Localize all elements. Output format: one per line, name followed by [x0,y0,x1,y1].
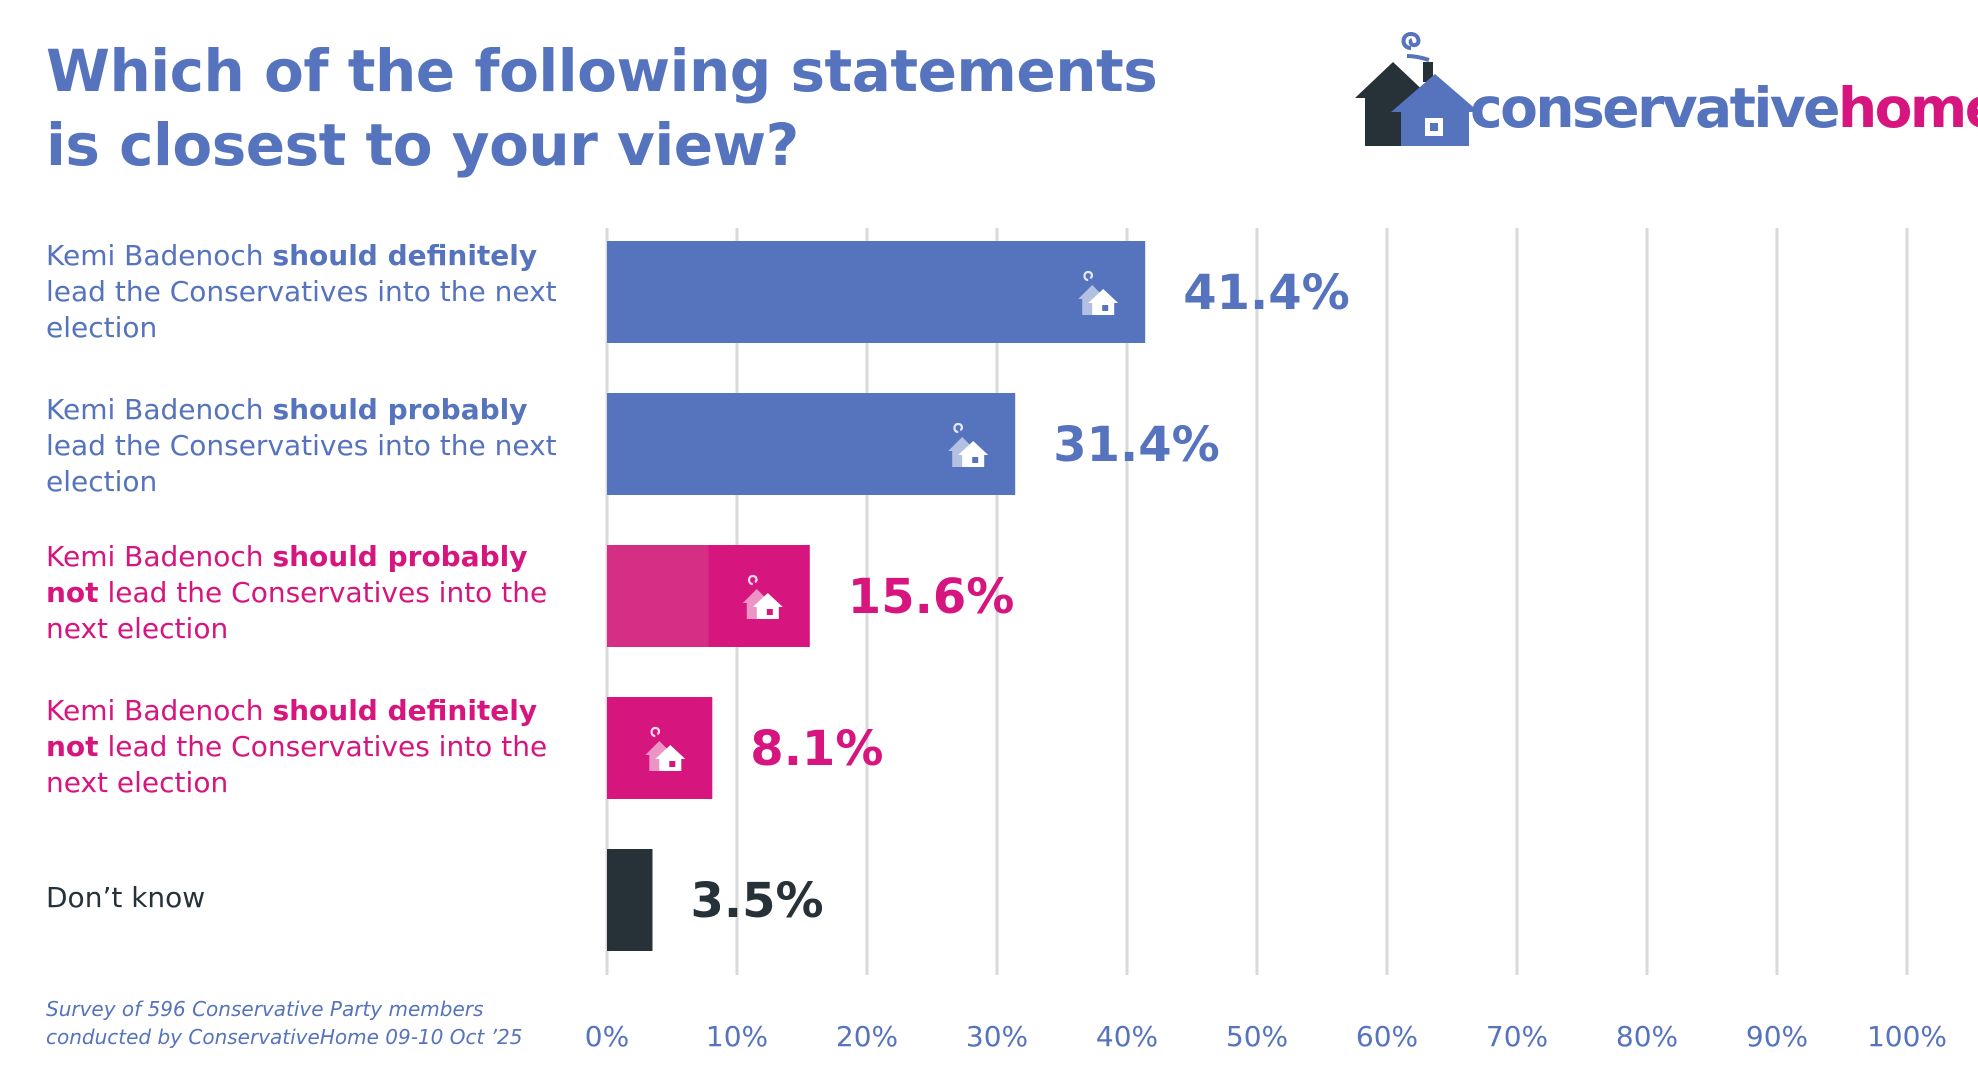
x-tick-label-70: 70% [1486,1020,1548,1053]
chart-title: Which of the following statements is clo… [46,34,1166,182]
label-5-pre: Don’t know [46,881,206,914]
bar-house-icon-3 [742,574,783,619]
bar-house-icon-1 [1078,270,1119,315]
house-with-smoke-icon [1355,31,1479,146]
category-label-4: Kemi Badenoch should definitely not lead… [46,693,586,801]
label-4-line3: next election [46,766,229,799]
value-label-3: 15.6% [848,569,1015,625]
value-labels: 41.4% 31.4% 15.6% 8.1% 3.5% [691,265,1350,929]
label-3-bold: should probably [272,540,528,573]
source-line-1: Survey of 596 Conservative Party members [46,997,484,1021]
value-label-4: 8.1% [750,721,883,777]
chart-title-line-1: Which of the following statements [46,37,1158,105]
x-tick-label-90: 90% [1746,1020,1808,1053]
bars [607,241,1146,951]
label-1-rest: lead the Conservatives into the next [46,275,557,308]
label-3-line3: next election [46,612,229,645]
label-2-pre: Kemi Badenoch [46,393,273,426]
value-label-1: 41.4% [1183,265,1350,321]
x-tick-label-40: 40% [1096,1020,1158,1053]
label-2-line3: election [46,465,158,498]
label-1-bold: should definitely [272,239,538,272]
label-4-pre: Kemi Badenoch [46,694,273,727]
bar-rect-1 [607,241,1146,343]
bar-1 [607,241,1146,343]
category-label-1: Kemi Badenoch should definitely lead the… [46,238,586,346]
logo-wordmark: conservativehome [1470,75,1978,141]
bar-house-icon-2 [948,422,989,467]
x-tick-label-60: 60% [1356,1020,1418,1053]
label-4-bold-2: not [46,730,99,763]
category-label-2: Kemi Badenoch should probably lead the C… [46,392,586,500]
x-tick-label-100: 100% [1867,1020,1947,1053]
bar-rect-3-light-segment [607,545,709,647]
bar-rect-5 [607,849,653,951]
bar-2 [607,393,1016,495]
logo-text-home: home [1837,76,1978,140]
conservativehome-logo [1355,14,1955,154]
x-tick-label-80: 80% [1616,1020,1678,1053]
x-axis-tick-labels: 0% 10% 20% 30% 40% 50% 60% 70% 80% 90% 100% [585,1020,1947,1053]
x-tick-label-0: 0% [585,1020,629,1053]
bar-4 [607,697,713,799]
label-1-line3: election [46,311,158,344]
x-tick-label-20: 20% [836,1020,898,1053]
source-line-2: conducted by ConservativeHome 09-10 Oct … [46,1025,523,1049]
category-label-3: Kemi Badenoch should probably not lead t… [46,539,586,647]
label-4-bold: should definitely [272,694,538,727]
label-4-rest: lead the Conservatives into the [98,730,548,763]
x-tick-label-50: 50% [1226,1020,1288,1053]
value-label-5: 3.5% [691,873,824,929]
label-2-bold: should probably [272,393,528,426]
bar-rect-2 [607,393,1016,495]
chart-title-line-2: is closest to your view? [46,111,799,179]
logo-text-conservative: conservative [1470,76,1840,140]
label-3-bold-2: not [46,576,99,609]
label-3-rest: lead the Conservatives into the [98,576,548,609]
label-2-rest: lead the Conservatives into the next [46,429,557,462]
x-tick-label-10: 10% [706,1020,768,1053]
bar-house-icon-4 [645,726,686,771]
label-1-pre: Kemi Badenoch [46,239,273,272]
bar-5 [607,849,653,951]
label-3-pre: Kemi Badenoch [46,540,273,573]
bar-3 [607,545,810,647]
category-label-5: Don’t know [46,880,586,916]
value-label-2: 31.4% [1053,417,1220,473]
x-tick-label-30: 30% [966,1020,1028,1053]
source-note: Survey of 596 Conservative Party members… [46,995,522,1051]
